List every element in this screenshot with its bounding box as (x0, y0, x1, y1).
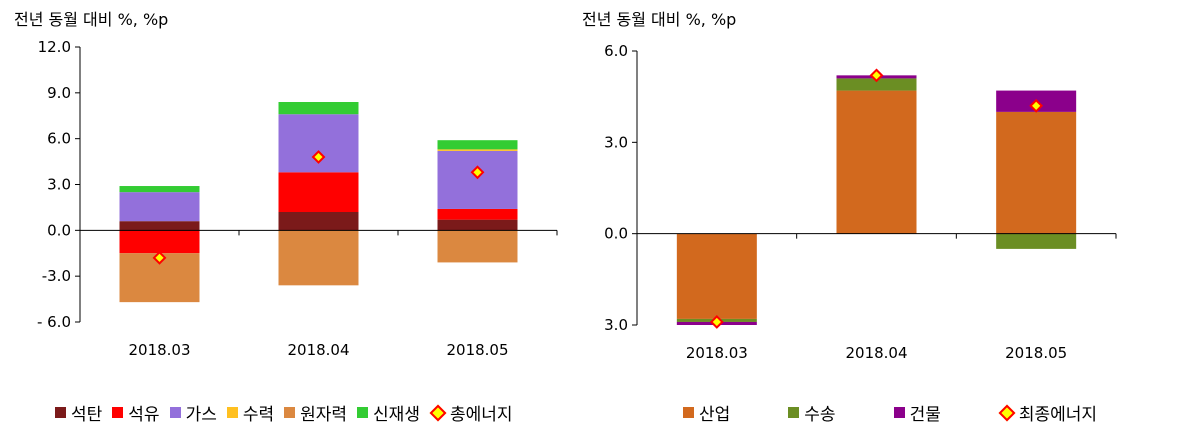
legend-item-marker: 총에너지 (429, 400, 513, 425)
legend-label: 석유 (128, 405, 160, 425)
chart-plot-area: 6.0 3.0 0.0 - 3.0 2018.03 2018.04 2018.05 (600, 42, 1117, 362)
total-marker-1-1 (869, 68, 884, 83)
y-tick-label: - 3.0 (600, 316, 628, 334)
legend-item-2: 가스 (169, 400, 217, 425)
bar-0-2-2 (437, 150, 518, 209)
legend: 산업 수송 건물 최종에너지 (683, 400, 1097, 425)
legend-swatch (357, 407, 369, 418)
legend-label: 건물 (909, 405, 941, 425)
bar-0-2-4 (437, 230, 518, 263)
bar-0-0-0 (119, 221, 200, 231)
total-marker-1-0 (709, 315, 724, 329)
chart-energy-source: 전년 동월 대비 %, %p 12.0 9.0 6.0 3.0 0.0 -3.0 - 6.0… (14, 10, 558, 425)
x-category-label: 2018.04 (845, 344, 907, 362)
diamond-marker-icon (429, 404, 447, 421)
legend-swatch (226, 407, 238, 418)
bar-1-2-1 (996, 233, 1077, 249)
legend-swatch (284, 407, 296, 418)
total-marker-0-2 (470, 165, 485, 180)
y-tick-label: 6.0 (604, 42, 628, 60)
legend-item-4: 원자력 (284, 400, 347, 425)
bar-0-2-5 (437, 140, 518, 150)
legend-label: 총에너지 (449, 405, 513, 425)
bar-0-1-4 (278, 230, 359, 286)
y-axis-unit-label: 전년 동월 대비 %, %p (582, 10, 737, 29)
legend-swatch (55, 407, 66, 418)
legend-item-1: 수송 (788, 400, 836, 425)
legend-label: 수력 (242, 405, 275, 425)
legend-item-2: 건물 (893, 400, 941, 425)
legend-item-0: 석탄 (55, 400, 102, 425)
total-marker-0-0 (152, 250, 167, 265)
y-axis-unit-label: 전년 동월 대비 %, %p (14, 10, 169, 29)
legend-item-3: 수력 (226, 400, 275, 425)
y-tick-label: 12.0 (38, 38, 71, 56)
legend-label: 최종에너지 (1018, 405, 1098, 425)
legend-label: 석탄 (71, 405, 103, 425)
x-category-label: 2018.05 (446, 341, 508, 359)
bar-0-0-5 (119, 186, 200, 193)
y-tick-label: - 6.0 (37, 313, 71, 331)
x-category-label: 2018.03 (128, 341, 190, 359)
bar-0-2-3 (437, 149, 518, 151)
legend-swatch (893, 407, 905, 418)
legend-swatch (169, 407, 181, 418)
bar-1-2-0 (996, 111, 1077, 234)
legend-label: 원자력 (300, 405, 348, 425)
legend-item-0: 산업 (683, 400, 730, 425)
legend-swatch (112, 407, 124, 418)
legend-swatch (683, 407, 694, 418)
x-category-label: 2018.05 (1005, 344, 1067, 362)
chart-final-energy-sector: 전년 동월 대비 %, %p 6.0 3.0 0.0 - 3.0 2018.03 2018… (582, 0, 1200, 440)
bar-1-1-0 (836, 90, 917, 234)
y-tick-label: 9.0 (47, 84, 71, 102)
x-category-label: 2018.04 (287, 341, 349, 359)
legend-label: 산업 (699, 405, 731, 425)
total-marker-1-2 (1029, 98, 1044, 113)
bar-0-1-5 (278, 102, 359, 115)
legend-label: 가스 (185, 405, 217, 425)
y-tick-label: 3.0 (604, 133, 628, 151)
legend-item-1: 석유 (112, 400, 160, 425)
y-tick-label: 6.0 (47, 130, 71, 148)
legend-swatch (788, 407, 800, 418)
chart-plot-area: 12.0 9.0 6.0 3.0 0.0 -3.0 - 6.0 2018.03 2018.04 2… (37, 38, 558, 359)
legend-label: 신재생 (373, 405, 420, 425)
bar-1-1-1 (836, 78, 917, 91)
y-tick-label: -3.0 (42, 267, 71, 285)
legend-label: 수송 (804, 405, 836, 425)
legend-item-marker: 최종에너지 (998, 400, 1098, 425)
y-tick-label: 0.0 (47, 221, 71, 239)
bar-0-2-1 (437, 208, 518, 220)
bar-0-2-0 (437, 219, 518, 231)
bar-0-0-2 (119, 192, 200, 222)
bar-1-0-0 (676, 233, 757, 319)
y-tick-label: 3.0 (47, 176, 71, 194)
legend-item-5: 신재생 (357, 400, 420, 425)
diamond-marker-icon (998, 404, 1016, 421)
bar-0-0-1 (119, 230, 200, 254)
y-tick-label: 0.0 (604, 225, 628, 243)
bar-0-1-1 (278, 172, 359, 212)
legend: 석탄 석유 가스 수력 원자력 신재생 총에너지 (55, 400, 513, 425)
bar-0-1-0 (278, 212, 359, 231)
x-category-label: 2018.03 (686, 344, 748, 362)
total-marker-0-1 (311, 150, 326, 164)
